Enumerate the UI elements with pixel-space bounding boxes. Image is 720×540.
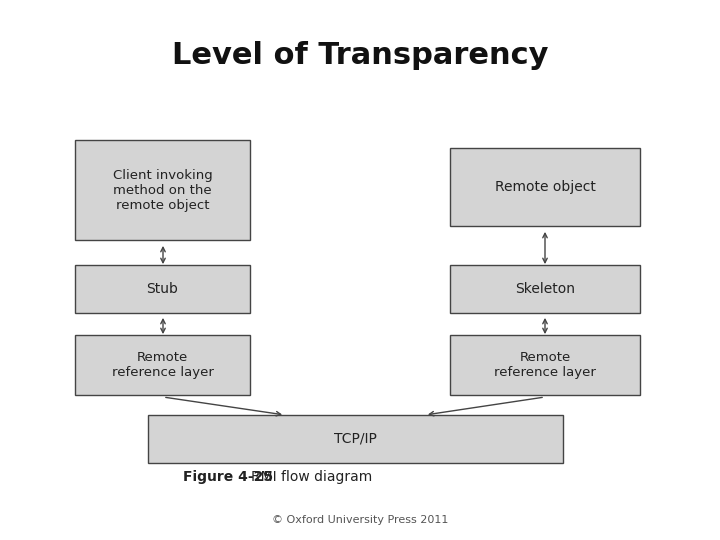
Bar xyxy=(148,415,563,463)
Text: Remote object: Remote object xyxy=(495,180,595,194)
Bar xyxy=(450,335,640,395)
Bar xyxy=(75,335,250,395)
Text: Level of Transparency: Level of Transparency xyxy=(172,40,548,70)
Text: Figure 4-25: Figure 4-25 xyxy=(183,470,273,484)
Text: Client invoking
method on the
remote object: Client invoking method on the remote obj… xyxy=(112,168,212,212)
Text: Remote
reference layer: Remote reference layer xyxy=(494,351,596,379)
Text: Stub: Stub xyxy=(147,282,179,296)
Text: Remote
reference layer: Remote reference layer xyxy=(112,351,213,379)
Text: RMI flow diagram: RMI flow diagram xyxy=(251,470,372,484)
Text: © Oxford University Press 2011: © Oxford University Press 2011 xyxy=(272,515,448,525)
Text: TCP/IP: TCP/IP xyxy=(334,432,377,446)
Bar xyxy=(450,265,640,313)
Bar xyxy=(450,148,640,226)
Text: Skeleton: Skeleton xyxy=(515,282,575,296)
Bar xyxy=(75,265,250,313)
Bar xyxy=(75,140,250,240)
